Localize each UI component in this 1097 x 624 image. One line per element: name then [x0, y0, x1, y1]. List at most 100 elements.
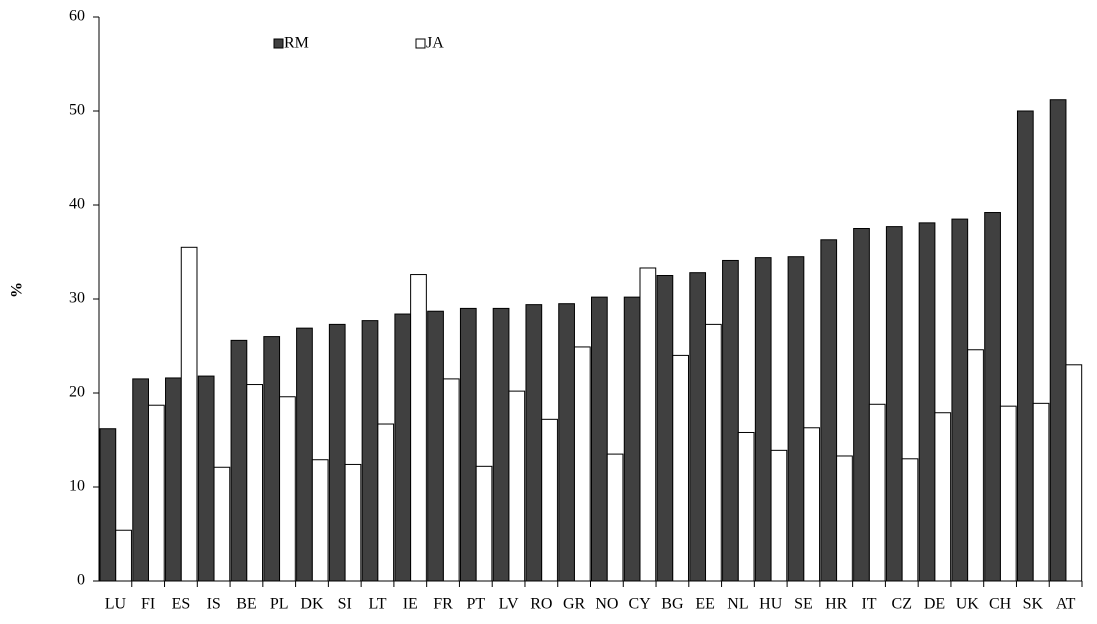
bar [442, 378, 460, 582]
bar [639, 267, 657, 582]
y-tick-label: 0 [77, 572, 85, 589]
bar [377, 423, 395, 582]
bar [787, 256, 805, 582]
bar [475, 465, 493, 582]
y-tick-label: 20 [69, 384, 85, 401]
bar [705, 323, 722, 582]
bar [803, 427, 821, 582]
x-tick-label: BG [661, 596, 684, 613]
legend-swatch [273, 38, 284, 49]
x-tick-label: SK [1023, 596, 1044, 613]
bar [820, 239, 838, 582]
x-tick-label: SI [338, 596, 352, 613]
bar [344, 463, 362, 582]
x-tick-label: EE [695, 596, 715, 613]
legend-swatch [415, 38, 426, 49]
bar [770, 449, 788, 582]
x-tick-label: LU [105, 596, 127, 613]
bar [918, 222, 936, 582]
x-tick-label: CY [629, 596, 652, 613]
bar [573, 346, 591, 582]
bar [541, 418, 558, 582]
x-tick-label: FI [141, 596, 155, 613]
bar [263, 336, 281, 582]
bar [328, 323, 346, 582]
bar [672, 354, 689, 582]
x-tick-label: DE [924, 596, 945, 613]
x-tick-label: BE [236, 596, 256, 613]
y-tick-label: 40 [69, 196, 85, 213]
x-tick-label: LT [368, 596, 386, 613]
x-tick-label: NL [727, 596, 748, 613]
bar [951, 218, 969, 582]
y-tick-label: 60 [69, 8, 85, 25]
bar [558, 303, 575, 582]
bar [836, 455, 853, 582]
x-tick-label: AT [1056, 596, 1076, 613]
bar [737, 431, 755, 582]
y-axis-label: % [9, 282, 26, 298]
bar [230, 339, 248, 582]
bar [934, 412, 952, 582]
y-tick-label: 50 [69, 102, 85, 119]
bar [180, 246, 198, 582]
bar [115, 529, 132, 582]
x-tick-label: CZ [892, 596, 912, 613]
bar [508, 390, 526, 582]
y-tick-label: 10 [69, 478, 85, 495]
bar [525, 304, 543, 582]
bar [197, 375, 215, 582]
y-tick-label: 30 [69, 290, 85, 307]
x-tick-label: HU [759, 596, 783, 613]
x-tick-label: IT [861, 596, 876, 613]
bar [99, 428, 117, 582]
x-tick-label: CH [989, 596, 1012, 613]
bar [132, 378, 149, 582]
bar [623, 296, 641, 582]
bar [459, 307, 477, 582]
bar [213, 466, 231, 582]
bar [656, 275, 674, 582]
bar [853, 228, 870, 582]
bar [410, 274, 427, 582]
bar [492, 307, 510, 582]
bar [901, 458, 919, 582]
x-tick-label: LV [499, 596, 519, 613]
x-tick-label: NO [595, 596, 618, 613]
bar [722, 259, 739, 582]
x-tick-label: IE [403, 596, 418, 613]
bar [296, 327, 313, 582]
bar [246, 384, 264, 582]
x-tick-label: DK [300, 596, 324, 613]
bar [689, 272, 707, 582]
bar [361, 320, 379, 582]
x-tick-label: PL [270, 596, 289, 613]
bar [967, 349, 984, 582]
bar [1032, 402, 1050, 582]
bar [165, 377, 182, 582]
bar [1016, 110, 1034, 582]
legend-label: JA [426, 35, 444, 52]
bar [147, 404, 165, 582]
x-tick-label: UK [956, 596, 980, 613]
bar [279, 396, 296, 582]
x-tick-label: RO [530, 596, 552, 613]
bar [311, 459, 329, 582]
bar [427, 310, 444, 582]
x-tick-label: GR [563, 596, 586, 613]
bar [754, 257, 772, 582]
bar [606, 453, 624, 582]
bar [885, 226, 903, 582]
x-tick-label: FR [433, 596, 453, 613]
bar [1065, 364, 1083, 582]
bar [868, 403, 886, 582]
bar [394, 313, 412, 582]
x-tick-label: IS [207, 596, 221, 613]
x-tick-label: SE [794, 596, 813, 613]
bar [999, 405, 1017, 582]
bar [591, 296, 608, 582]
x-tick-label: ES [172, 596, 191, 613]
bar [1049, 99, 1067, 582]
legend-label: RM [284, 35, 309, 52]
